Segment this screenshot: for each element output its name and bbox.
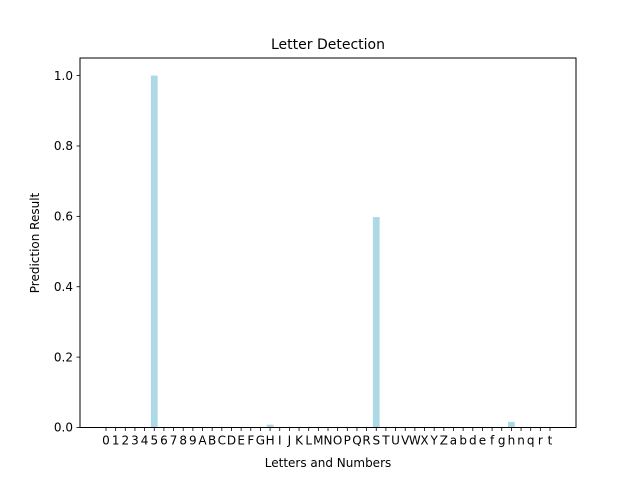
x-tick-label: L: [305, 434, 312, 448]
y-tick-label: 0.6: [54, 210, 73, 224]
x-tick-label: H: [266, 434, 275, 448]
x-tick-label: V: [401, 434, 410, 448]
x-tick-label: P: [344, 434, 351, 448]
x-tick-label: f: [490, 434, 495, 448]
x-tick-label: N: [324, 434, 333, 448]
x-tick-label: 3: [131, 434, 139, 448]
x-tick-label: M: [313, 434, 323, 448]
x-tick-label: Q: [352, 434, 361, 448]
x-tick-label: B: [208, 434, 216, 448]
x-tick-label: n: [517, 434, 525, 448]
x-tick-label: T: [381, 434, 390, 448]
y-tick-label: 1.0: [54, 69, 73, 83]
x-tick-label: t: [548, 434, 553, 448]
x-tick-label: 2: [121, 434, 129, 448]
bar-h: [507, 421, 515, 428]
x-tick-label: Z: [440, 434, 448, 448]
x-tick-label: F: [247, 434, 254, 448]
y-tick-label: 0.8: [54, 139, 73, 153]
x-tick-label: S: [372, 434, 380, 448]
x-tick-label: R: [362, 434, 370, 448]
x-tick-label: K: [295, 434, 304, 448]
chart-title: Letter Detection: [271, 37, 385, 53]
x-tick-label: h: [508, 434, 516, 448]
x-tick-label: A: [198, 434, 207, 448]
x-tick-label: O: [333, 434, 342, 448]
x-tick-label: U: [391, 434, 400, 448]
y-tick-label: 0.4: [54, 280, 73, 294]
y-tick-label: 0.0: [54, 421, 73, 435]
x-tick-label: 8: [179, 434, 187, 448]
y-axis-label: Prediction Result: [28, 192, 42, 293]
y-tick-label: 0.2: [54, 350, 73, 364]
x-tick-label: G: [256, 434, 265, 448]
x-tick-label: 7: [170, 434, 178, 448]
x-tick-label: Y: [430, 434, 439, 448]
x-tick-label: E: [237, 434, 245, 448]
x-tick-label: 0: [102, 434, 110, 448]
x-tick-label: q: [527, 434, 535, 448]
x-tick-label: a: [450, 434, 457, 448]
x-tick-label: b: [459, 434, 467, 448]
x-tick-label: I: [278, 434, 282, 448]
x-tick-label: J: [287, 434, 292, 448]
y-axis: 0.0 0.2 0.4 0.6 0.8 1.0: [54, 69, 80, 435]
x-tick-label: r: [538, 434, 543, 448]
x-tick-label: W: [409, 434, 421, 448]
x-tick-label: 4: [141, 434, 149, 448]
x-tick-label: g: [498, 434, 506, 448]
x-axis-label: Letters and Numbers: [265, 456, 392, 470]
bar-S: [372, 217, 380, 428]
x-tick-label: C: [218, 434, 226, 448]
x-tick-label: 5: [150, 434, 158, 448]
x-tick-label: 9: [189, 434, 197, 448]
bar-5: [150, 75, 158, 428]
x-tick-label: e: [479, 434, 486, 448]
x-tick-label: X: [420, 434, 428, 448]
x-tick-label: d: [469, 434, 477, 448]
x-tick-label: 1: [112, 434, 120, 448]
x-tick-label: D: [227, 434, 236, 448]
x-tick-label: 6: [160, 434, 168, 448]
bars-group: [150, 75, 515, 428]
bar-H: [266, 424, 274, 428]
